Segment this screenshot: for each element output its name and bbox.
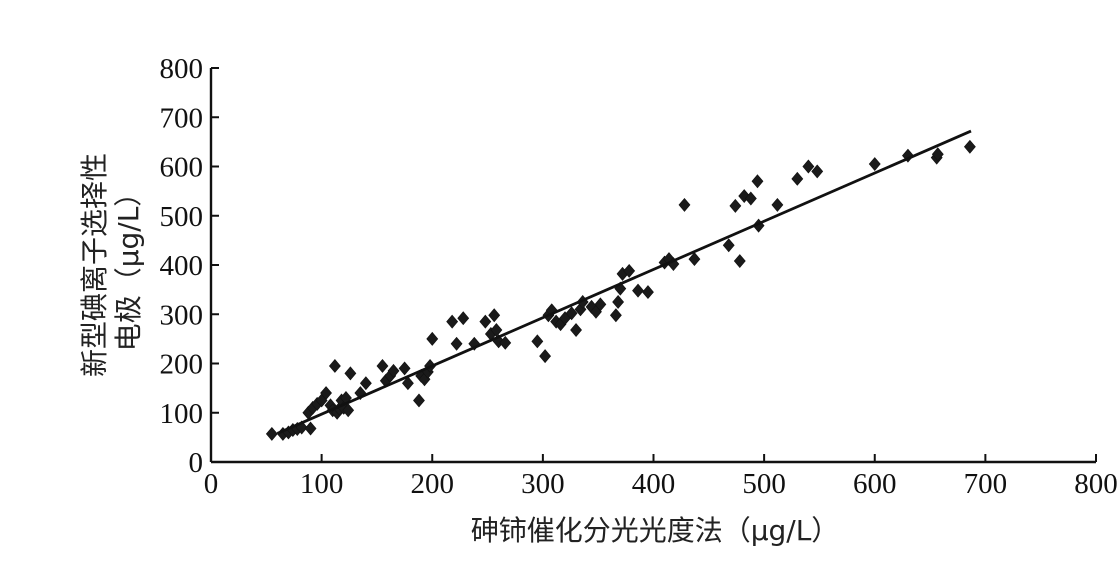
data-point	[642, 285, 654, 300]
x-tick-label: 300	[521, 468, 565, 500]
x-tick-label: 0	[204, 468, 219, 500]
data-point	[811, 164, 824, 179]
x-tick-label: 500	[742, 468, 786, 500]
data-point	[354, 386, 367, 401]
data-point	[678, 197, 691, 212]
data-point	[265, 426, 278, 441]
data-point	[594, 297, 607, 312]
data-point	[609, 308, 622, 323]
data-point	[931, 147, 944, 162]
y-axis-label: 新型碘离子选择性 电极（μg/L）	[78, 153, 145, 377]
data-point	[398, 361, 411, 376]
y-tick-label: 500	[160, 201, 204, 233]
data-point	[963, 139, 976, 154]
x-tick-label: 700	[964, 468, 1008, 500]
y-tick-label: 300	[160, 299, 204, 331]
x-tick-label: 200	[411, 468, 455, 500]
x-tick-label: 100	[300, 468, 344, 500]
data-point	[359, 376, 372, 391]
data-point	[446, 314, 459, 329]
y-tick-label: 100	[160, 398, 204, 430]
data-point	[791, 171, 804, 186]
data-point	[376, 358, 389, 373]
x-tick-label: 400	[632, 468, 676, 500]
x-axis-ticks: 0 100 200 300 400 500 600 700 800	[204, 454, 1118, 500]
data-point	[612, 294, 625, 309]
data-point	[722, 238, 735, 253]
data-point	[771, 197, 784, 212]
data-point	[344, 366, 357, 381]
data-point	[531, 334, 544, 349]
x-tick-label: 600	[853, 468, 897, 500]
y-tick-label: 200	[160, 349, 204, 381]
data-point	[387, 363, 400, 378]
data-point	[401, 376, 414, 391]
data-point	[328, 358, 341, 373]
y-tick-label: 0	[189, 447, 204, 479]
data-point	[426, 331, 439, 346]
data-point	[570, 323, 582, 337]
data-point	[733, 254, 746, 269]
data-point	[539, 349, 552, 364]
data-point	[623, 263, 636, 278]
data-point	[304, 421, 317, 436]
x-axis-label: 砷铈催化分光光度法（μg/L）	[471, 514, 840, 547]
data-point	[320, 386, 332, 401]
data-point	[450, 336, 463, 351]
regression-line	[276, 129, 972, 435]
data-point	[479, 314, 492, 329]
y-axis-label-line-1: 新型碘离子选择性	[78, 153, 111, 377]
data-point	[729, 198, 742, 213]
data-point	[499, 335, 512, 350]
y-tick-label: 600	[160, 152, 204, 184]
data-point	[413, 393, 425, 408]
data-point	[744, 191, 757, 206]
data-point	[488, 308, 501, 323]
plot-area: 0 100 200 300 400 500 600 700 800 0 100 200 300 400 5…	[160, 53, 1118, 500]
data-points	[265, 139, 976, 441]
data-point	[688, 252, 701, 267]
data-point	[632, 283, 644, 298]
data-point	[457, 311, 470, 326]
y-tick-label: 400	[160, 250, 204, 282]
y-tick-label: 700	[160, 102, 204, 134]
data-point	[802, 159, 815, 174]
data-point	[751, 174, 764, 189]
x-tick-label: 800	[1074, 468, 1118, 500]
data-point	[565, 306, 578, 321]
y-axis-ticks: 0 100 200 300 400 500 600 700 800	[160, 53, 219, 479]
data-point	[342, 403, 355, 418]
y-tick-label: 800	[160, 53, 204, 85]
data-point	[868, 157, 881, 172]
y-axis-label-line-2: 电极（μg/L）	[112, 179, 145, 352]
